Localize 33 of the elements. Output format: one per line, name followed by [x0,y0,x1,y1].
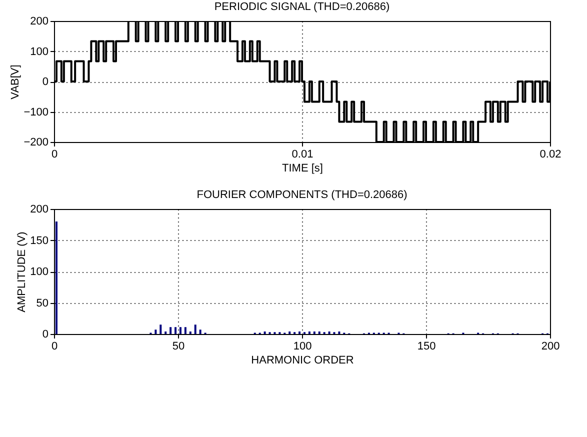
y-tick-label: 100 [30,266,48,278]
y-tick-label: 0 [42,76,48,88]
y-tick-label: 150 [30,234,48,247]
x-tick-label: 0.02 [540,148,562,160]
x-axis-title: HARMONIC ORDER [251,354,354,366]
x-tick-label: 100 [293,340,312,352]
x-axis-title: TIME [s] [282,162,323,174]
y-tick-label: 200 [30,204,48,216]
y-tick-label: 100 [30,46,48,58]
bar [55,222,58,334]
bar [170,327,172,334]
y-tick-label: −100 [24,106,48,118]
y-tick-label: 200 [30,16,48,28]
bar [174,327,177,334]
y-tick-label: 0 [42,328,48,340]
bar [194,324,196,334]
bar [184,327,186,334]
bar [154,330,157,334]
y-axis-title: AMPLITUDE (V) [16,232,28,312]
bar [199,330,202,334]
x-tick-label: 0 [51,340,58,352]
chart-title: FOURIER COMPONENTS (THD=0.20686) [196,189,408,201]
x-tick-label: 150 [417,340,436,352]
x-tick-label: 0 [51,148,58,160]
bar [179,327,182,334]
bar [160,324,162,334]
chart-title: PERIODIC SIGNAL (THD=0.20686) [214,1,390,13]
x-tick-label: 200 [541,340,560,352]
y-axis-title: VAB[V] [10,64,22,100]
y-tick-label: 50 [36,297,48,310]
x-tick-label: 0.01 [292,148,314,160]
y-tick-label: −200 [24,136,48,148]
x-tick-label: 50 [172,340,185,352]
